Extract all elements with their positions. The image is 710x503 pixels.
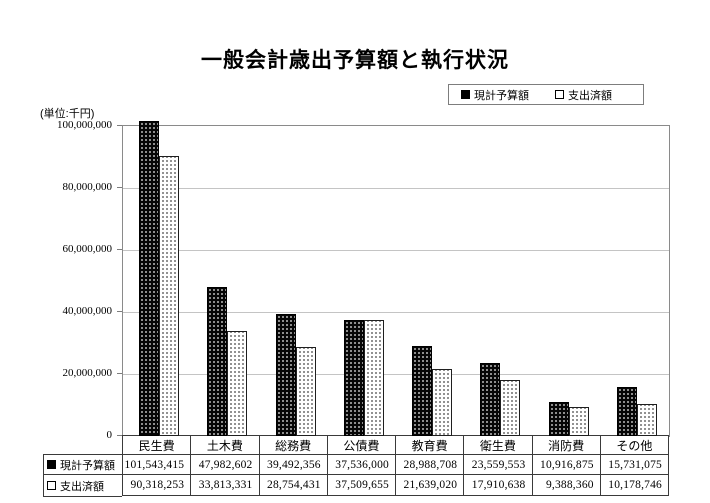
bar-budget-4	[412, 346, 433, 436]
plot-area	[122, 121, 670, 437]
gridline	[123, 250, 669, 251]
bar-budget-6	[548, 402, 569, 436]
filled-square-icon	[47, 460, 56, 469]
bar-spent-2	[295, 347, 316, 436]
value-cell-budget: 28,988,708	[396, 455, 465, 475]
data-table-row-headers: 現計予算額 支出済額	[43, 454, 122, 497]
legend-item-budget: 現計予算額	[461, 87, 529, 103]
bar-budget-7	[616, 387, 637, 436]
category-cell: その他	[600, 436, 669, 455]
y-axis-tick	[117, 311, 122, 312]
category-cell: 総務費	[259, 436, 328, 455]
y-axis-label: 0	[106, 429, 113, 441]
y-axis-tick	[117, 373, 122, 374]
value-cell-spent: 9,388,360	[532, 475, 601, 496]
bar-spent-1	[227, 331, 248, 436]
category-cell: 衛生費	[464, 436, 533, 455]
value-cell-budget: 39,492,356	[259, 455, 328, 475]
value-cell-budget: 10,916,875	[532, 455, 601, 475]
bar-budget-3	[343, 320, 364, 436]
value-cell-spent: 28,754,431	[259, 475, 328, 496]
bar-budget-2	[275, 314, 296, 436]
gridline	[123, 312, 669, 313]
open-square-icon	[47, 481, 56, 490]
bar-spent-6	[568, 407, 589, 436]
value-cell-spent: 33,813,331	[191, 475, 260, 496]
category-cell: 消防費	[532, 436, 601, 455]
bar-budget-0	[139, 121, 160, 436]
series-row-header-label: 現計予算額	[60, 459, 115, 472]
category-cell: 教育費	[396, 436, 465, 455]
bar-budget-1	[207, 287, 228, 436]
bar-spent-7	[636, 404, 657, 436]
y-axis-tick	[117, 435, 122, 436]
data-table: 民生費 土木費 総務費 公債費 教育費 衛生費 消防費 その他 101,543,415 47,98…	[122, 435, 669, 496]
value-cell-budget: 23,559,553	[464, 455, 533, 475]
category-cell: 土木費	[191, 436, 260, 455]
category-cell: 公債費	[327, 436, 396, 455]
bar-spent-4	[432, 369, 453, 436]
category-cell: 民生費	[123, 436, 192, 455]
unit-label: (単位:千円)	[40, 108, 95, 120]
value-cell-spent: 10,178,746	[600, 475, 669, 496]
value-cell-spent: 90,318,253	[123, 475, 192, 496]
y-axis-tick	[117, 249, 122, 250]
chart-title: 一般会計歳出予算額と執行状況	[201, 49, 509, 72]
gridline	[123, 188, 669, 189]
value-cell-spent: 37,509,655	[327, 475, 396, 496]
open-square-icon	[555, 90, 564, 99]
y-axis-tick	[117, 187, 122, 188]
series-row-header-label: 支出済額	[60, 480, 104, 493]
value-cell-budget: 37,536,000	[327, 455, 396, 475]
legend-label: 支出済額	[568, 89, 612, 102]
y-axis-label: 100,000,000	[57, 119, 112, 131]
bar-spent-5	[500, 380, 521, 436]
y-axis-labels: 100,000,000 80,000,000 60,000,000 40,000,00…	[0, 119, 114, 441]
value-cell-spent: 21,639,020	[396, 475, 465, 496]
filled-square-icon	[461, 90, 470, 99]
bar-spent-3	[363, 320, 384, 436]
series-row-header: 支出済額	[44, 475, 122, 496]
value-cell-budget: 101,543,415	[123, 455, 192, 475]
y-axis-label: 20,000,000	[62, 367, 113, 379]
value-cell-budget: 15,731,075	[600, 455, 669, 475]
series-row-header: 現計予算額	[44, 455, 122, 475]
y-axis-tick	[117, 125, 122, 126]
gridline	[123, 374, 669, 375]
y-axis-label: 60,000,000	[62, 243, 113, 255]
legend: 現計予算額 支出済額	[448, 84, 644, 105]
bar-budget-5	[480, 363, 501, 436]
y-axis-label: 40,000,000	[62, 305, 113, 317]
value-cell-budget: 47,982,602	[191, 455, 260, 475]
bar-spent-0	[159, 156, 180, 436]
value-cell-spent: 17,910,638	[464, 475, 533, 496]
y-axis-ticks	[0, 125, 122, 436]
legend-item-spent: 支出済額	[555, 87, 612, 103]
legend-label: 現計予算額	[474, 89, 529, 102]
y-axis-label: 80,000,000	[62, 181, 113, 193]
